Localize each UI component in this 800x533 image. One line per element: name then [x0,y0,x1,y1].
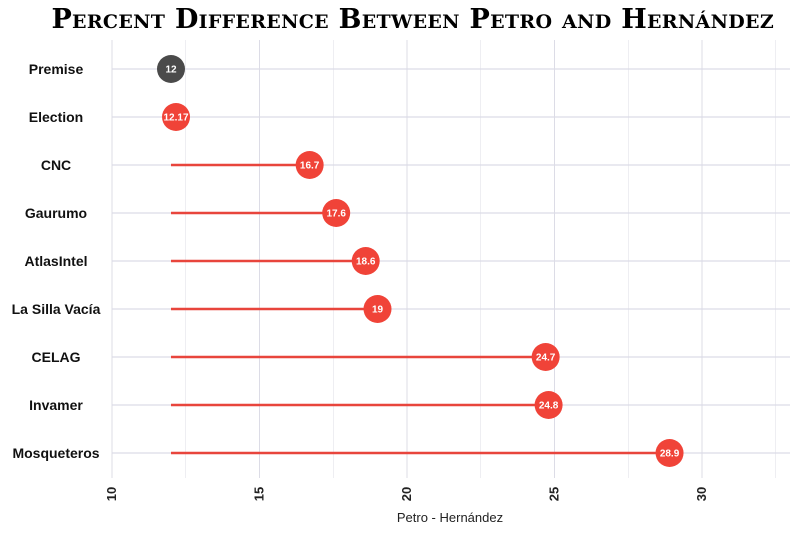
category-label: Premise [29,61,84,77]
category-label: Election [29,109,83,125]
data-label: 19 [372,305,384,316]
data-label: 16.7 [300,161,320,172]
x-tick-label: 25 [547,487,562,501]
category-label: AtlasIntel [24,253,87,269]
lollipop-points: 12 12.17 16.7 17.6 18.6 19 24.7 24.8 28.9 [157,55,684,467]
category-label: La Silla Vacía [12,301,101,317]
point [322,199,351,227]
x-axis-tick-labels: 10 15 20 25 30 [104,487,709,501]
point [157,55,185,83]
x-tick-label: 15 [252,487,267,501]
data-label: 12 [165,65,177,76]
point [295,151,324,179]
data-label: 17.6 [326,209,346,220]
data-label: 18.6 [356,257,376,268]
x-axis-title: Petro - Hernández [397,510,503,525]
vertical-gridlines [111,40,776,478]
category-label: CNC [41,157,71,173]
point [351,247,380,275]
point [531,343,560,371]
data-label: 24.8 [539,401,559,412]
x-tick-label: 30 [694,487,709,501]
point [655,439,684,467]
category-label: Invamer [29,397,83,413]
data-label: 24.7 [536,353,556,364]
x-tick-label: 20 [399,487,414,501]
category-label: Gaurumo [25,205,87,221]
chart-title: Percent Difference Between Petro and Her… [51,4,774,35]
x-tick-label: 10 [104,487,119,501]
category-axis-labels: Premise Election CNC Gaurumo AtlasIntel La Si… [12,61,101,461]
category-label: CELAG [32,349,81,365]
data-label: 28.9 [660,449,680,460]
point [363,295,392,323]
point [534,391,563,419]
category-label: Mosqueteros [12,445,99,461]
data-label: 12.17 [163,113,188,124]
lollipop-stems [171,163,670,455]
point [162,103,191,131]
